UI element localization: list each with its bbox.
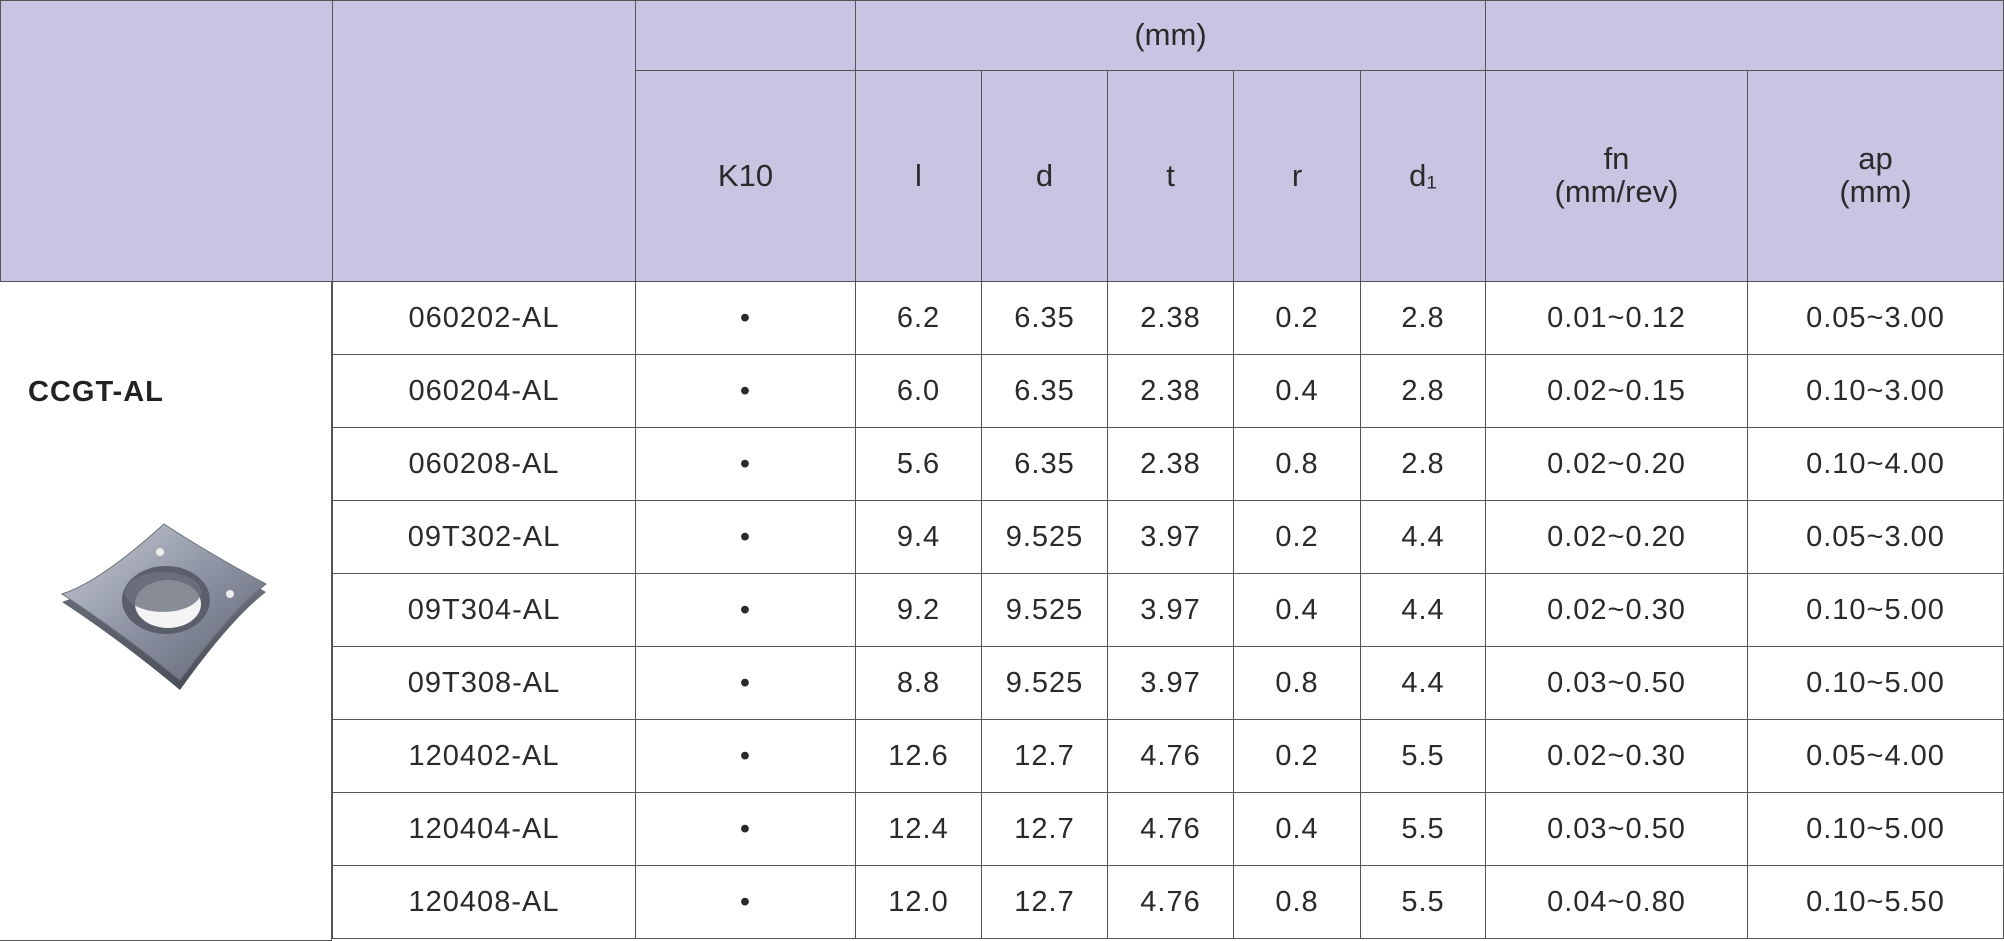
- table-cell: 0.4: [1233, 354, 1361, 428]
- table-cell: 12.4: [855, 792, 982, 866]
- table-cell: 12.7: [981, 719, 1108, 793]
- table-cell: 4.4: [1360, 646, 1486, 720]
- table-cell: 3.97: [1107, 646, 1234, 720]
- table-cell: 5.5: [1360, 792, 1486, 866]
- table-cell: 09T304-AL: [332, 573, 636, 647]
- table-cell: 3.97: [1107, 573, 1234, 647]
- table-cell: •: [635, 865, 856, 939]
- table-cell: 09T308-AL: [332, 646, 636, 720]
- header-cell: [332, 0, 636, 282]
- table-cell: 0.04~0.80: [1485, 865, 1748, 939]
- header-cell: [635, 0, 856, 71]
- table-cell: •: [635, 354, 856, 428]
- table-cell: 2.38: [1107, 281, 1234, 355]
- table-cell: 12.0: [855, 865, 982, 939]
- table-cell: 3.97: [1107, 500, 1234, 574]
- table-cell: 0.10~5.00: [1747, 792, 2004, 866]
- table-cell: 12.7: [981, 792, 1108, 866]
- header-cell: t: [1107, 70, 1234, 282]
- table-cell: 2.38: [1107, 427, 1234, 501]
- header-cell: ap (mm): [1747, 70, 2004, 282]
- table-cell: 0.05~4.00: [1747, 719, 2004, 793]
- table-cell: •: [635, 573, 856, 647]
- table-cell: 2.8: [1360, 354, 1486, 428]
- table-cell: 0.05~3.00: [1747, 281, 2004, 355]
- table-cell: •: [635, 500, 856, 574]
- table-cell: 6.35: [981, 281, 1108, 355]
- table-cell: 6.2: [855, 281, 982, 355]
- table-cell: 0.2: [1233, 500, 1361, 574]
- table-cell: 0.10~3.00: [1747, 354, 2004, 428]
- table-cell: 2.8: [1360, 281, 1486, 355]
- header-cell: d: [981, 70, 1108, 282]
- table-cell: 060208-AL: [332, 427, 636, 501]
- table-cell: 4.76: [1107, 865, 1234, 939]
- table-cell: 0.02~0.15: [1485, 354, 1748, 428]
- table-cell: 120402-AL: [332, 719, 636, 793]
- table-cell: 0.02~0.30: [1485, 573, 1748, 647]
- table-cell: 2.38: [1107, 354, 1234, 428]
- header-cell: r: [1233, 70, 1361, 282]
- table-cell: 6.35: [981, 427, 1108, 501]
- table-cell: •: [635, 792, 856, 866]
- header-cell: [1485, 0, 2004, 71]
- table-cell: 0.4: [1233, 792, 1361, 866]
- table-cell: 0.03~0.50: [1485, 646, 1748, 720]
- table-cell: •: [635, 719, 856, 793]
- header-cell: [0, 0, 333, 282]
- table-cell: 0.10~5.00: [1747, 646, 2004, 720]
- table-cell: 12.6: [855, 719, 982, 793]
- table-cell: 0.8: [1233, 865, 1361, 939]
- table-cell: 0.8: [1233, 427, 1361, 501]
- table-cell: 0.2: [1233, 281, 1361, 355]
- table-cell: 4.4: [1360, 500, 1486, 574]
- table-cell: 0.03~0.50: [1485, 792, 1748, 866]
- table-cell: 2.8: [1360, 427, 1486, 501]
- table-cell: 5.5: [1360, 719, 1486, 793]
- table-cell: 120404-AL: [332, 792, 636, 866]
- table-cell: •: [635, 646, 856, 720]
- table-cell: 0.02~0.20: [1485, 427, 1748, 501]
- table-cell: 9.525: [981, 646, 1108, 720]
- table-cell: 8.8: [855, 646, 982, 720]
- table-cell: 09T302-AL: [332, 500, 636, 574]
- table-cell: 12.7: [981, 865, 1108, 939]
- header-group: (mm): [855, 0, 1486, 71]
- table-cell: 0.4: [1233, 573, 1361, 647]
- header-cell: d₁: [1360, 70, 1486, 282]
- table-cell: 9.525: [981, 500, 1108, 574]
- table-cell: 0.02~0.20: [1485, 500, 1748, 574]
- insert-image: [60, 523, 267, 690]
- group-label: CCGT-AL: [28, 376, 164, 408]
- header-cell: l: [855, 70, 982, 282]
- header-cell: fn (mm/rev): [1485, 70, 1748, 282]
- table-cell: 0.10~5.50: [1747, 865, 2004, 939]
- table-cell: 060202-AL: [332, 281, 636, 355]
- table-cell: 4.4: [1360, 573, 1486, 647]
- header-cell: K10: [635, 70, 856, 282]
- table-cell: 5.5: [1360, 865, 1486, 939]
- table-cell: 4.76: [1107, 719, 1234, 793]
- table-cell: 9.2: [855, 573, 982, 647]
- table-cell: 6.0: [855, 354, 982, 428]
- table-cell: 5.6: [855, 427, 982, 501]
- table-cell: 0.10~5.00: [1747, 573, 2004, 647]
- table-cell: •: [635, 427, 856, 501]
- table-cell: •: [635, 281, 856, 355]
- table-cell: 6.35: [981, 354, 1108, 428]
- table-cell: 0.05~3.00: [1747, 500, 2004, 574]
- table-cell: 4.76: [1107, 792, 1234, 866]
- table-cell: 0.10~4.00: [1747, 427, 2004, 501]
- table-cell: 120408-AL: [332, 865, 636, 939]
- table-cell: 9.4: [855, 500, 982, 574]
- table-cell: 0.2: [1233, 719, 1361, 793]
- table-cell: 9.525: [981, 573, 1108, 647]
- table-cell: 0.8: [1233, 646, 1361, 720]
- table-cell: 0.01~0.12: [1485, 281, 1748, 355]
- table-cell: 0.02~0.30: [1485, 719, 1748, 793]
- table-cell: 060204-AL: [332, 354, 636, 428]
